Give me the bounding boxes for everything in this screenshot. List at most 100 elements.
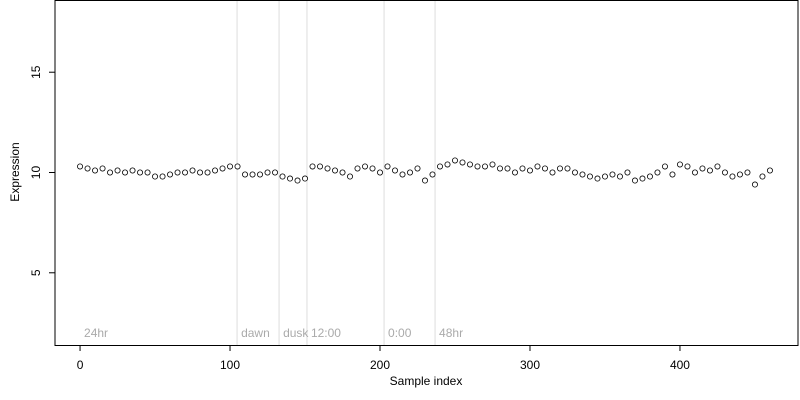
x-tick-label: 0	[77, 358, 84, 372]
point	[257, 171, 264, 178]
point	[362, 163, 369, 170]
point	[511, 169, 518, 176]
point	[392, 167, 399, 174]
point	[579, 171, 586, 178]
point	[489, 161, 496, 168]
point	[137, 169, 144, 176]
point	[234, 163, 241, 170]
point	[167, 171, 174, 178]
point	[339, 169, 346, 176]
point	[504, 165, 511, 172]
y-axis-label: Expression	[8, 142, 22, 201]
point	[332, 167, 339, 174]
point	[451, 157, 458, 164]
point	[481, 163, 488, 170]
point	[699, 165, 706, 172]
point	[549, 169, 556, 176]
point	[624, 169, 631, 176]
point	[474, 163, 481, 170]
point	[466, 161, 473, 168]
point	[272, 169, 279, 176]
point	[586, 173, 593, 180]
point	[347, 173, 354, 180]
x-tick-label: 200	[370, 358, 390, 372]
point	[294, 177, 301, 184]
point	[197, 169, 204, 176]
point	[144, 169, 151, 176]
annotation: 48hr	[439, 326, 463, 340]
x-tick-label: 100	[220, 358, 240, 372]
point	[631, 177, 638, 184]
point	[736, 171, 743, 178]
point	[639, 175, 646, 182]
point	[204, 169, 211, 176]
point	[317, 163, 324, 170]
point	[249, 171, 256, 178]
annotation: 24hr	[84, 326, 108, 340]
point	[691, 169, 698, 176]
point	[399, 171, 406, 178]
x-tick-label: 400	[670, 358, 690, 372]
point	[571, 169, 578, 176]
point	[706, 167, 713, 174]
point	[377, 169, 384, 176]
point	[459, 159, 466, 166]
point	[107, 169, 114, 176]
point	[384, 163, 391, 170]
point	[159, 173, 166, 180]
point	[212, 167, 219, 174]
point	[609, 171, 616, 178]
y-tick-label: 5	[29, 269, 43, 276]
point	[99, 165, 106, 172]
point	[541, 165, 548, 172]
point	[407, 169, 414, 176]
point	[594, 175, 601, 182]
point	[444, 161, 451, 168]
point	[287, 175, 294, 182]
point	[174, 169, 181, 176]
point	[77, 163, 84, 170]
y-tick-label: 15	[29, 65, 43, 79]
point	[654, 169, 661, 176]
plot-frame	[54, 0, 799, 346]
point	[182, 169, 189, 176]
point	[152, 173, 159, 180]
point	[519, 165, 526, 172]
point	[369, 165, 376, 172]
point	[354, 165, 361, 172]
point	[122, 169, 129, 176]
point	[564, 165, 571, 172]
point	[534, 163, 541, 170]
x-tick-label: 300	[520, 358, 540, 372]
point	[616, 173, 623, 180]
point	[766, 167, 773, 174]
point	[309, 163, 316, 170]
point	[129, 167, 136, 174]
point	[669, 171, 676, 178]
point	[751, 181, 758, 188]
annotation: dusk	[283, 326, 309, 340]
point	[601, 173, 608, 180]
point	[646, 173, 653, 180]
x-axis-label: Sample index	[390, 374, 463, 388]
point	[759, 173, 766, 180]
point	[714, 163, 721, 170]
point	[429, 171, 436, 178]
point	[264, 169, 271, 176]
point	[496, 165, 503, 172]
point	[324, 165, 331, 172]
point	[556, 165, 563, 172]
point	[684, 163, 691, 170]
point	[114, 167, 121, 174]
point	[302, 175, 309, 182]
point	[242, 171, 249, 178]
annotation: 12:00	[311, 326, 341, 340]
point	[744, 169, 751, 176]
annotation: 0:00	[388, 326, 412, 340]
point	[227, 163, 234, 170]
point	[414, 165, 421, 172]
point	[422, 177, 429, 184]
point	[676, 161, 683, 168]
point	[92, 167, 99, 174]
